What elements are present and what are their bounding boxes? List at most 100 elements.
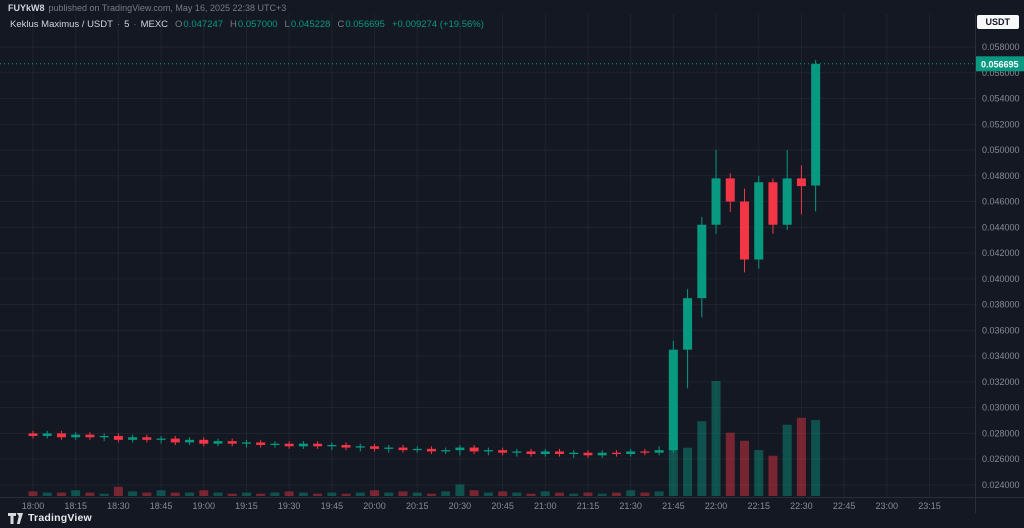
volume-bar	[626, 490, 636, 496]
volume-bar	[768, 455, 778, 496]
time-axis-label[interactable]: 21:15	[577, 501, 600, 511]
candle-body	[313, 443, 323, 447]
volume-bar	[540, 491, 550, 496]
time-axis-label[interactable]: 22:45	[833, 501, 856, 511]
volume-bar	[298, 492, 308, 496]
price-axis-label[interactable]: 0.044000	[982, 222, 1020, 232]
candle-body	[142, 437, 152, 440]
time-axis-label[interactable]: 22:15	[747, 501, 770, 511]
candle-body	[256, 442, 266, 445]
candle-body	[611, 452, 621, 455]
candle-body	[270, 443, 280, 445]
price-axis-label[interactable]: 0.054000	[982, 94, 1020, 104]
price-axis-label[interactable]: 0.026000	[982, 454, 1020, 464]
price-axis[interactable]	[975, 14, 1024, 497]
volume-bar	[441, 491, 451, 496]
time-axis-label[interactable]: 21:45	[662, 501, 685, 511]
time-axis[interactable]	[0, 497, 975, 513]
time-axis-label[interactable]: 18:15	[64, 501, 87, 511]
currency-button[interactable]: USDT	[976, 15, 1019, 29]
price-axis-label[interactable]: 0.038000	[982, 300, 1020, 310]
price-axis-label[interactable]: 0.042000	[982, 248, 1020, 258]
price-axis-label[interactable]: 0.030000	[982, 403, 1020, 413]
volume-bar	[270, 492, 280, 496]
volume-bar	[85, 492, 95, 496]
candle-body	[583, 452, 593, 456]
symbol-legend[interactable]: Keklus Maximus / USDT · 5 · MEXC O 0.047…	[10, 19, 484, 30]
volume-bar	[754, 450, 764, 496]
volume-bar	[555, 492, 565, 496]
price-change-value: +0.009274 (+19.56%)	[391, 19, 484, 30]
time-axis-label[interactable]: 23:00	[876, 501, 899, 511]
candle-body	[540, 451, 550, 455]
candle-body	[355, 446, 365, 448]
price-axis-label[interactable]: 0.024000	[982, 480, 1020, 490]
price-axis-label[interactable]: 0.058000	[982, 42, 1020, 52]
candle-body	[725, 178, 735, 202]
candle-body	[398, 447, 408, 451]
volume-bar	[99, 493, 109, 496]
price-axis-label[interactable]: 0.032000	[982, 377, 1020, 387]
time-axis-label[interactable]: 19:00	[192, 501, 215, 511]
volume-bar	[28, 491, 38, 496]
price-axis-label[interactable]: 0.050000	[982, 145, 1020, 155]
volume-bar	[668, 438, 678, 496]
symbol-name[interactable]: Keklus Maximus / USDT	[10, 19, 113, 30]
time-axis-label[interactable]: 21:00	[534, 501, 557, 511]
ohlc-open-label: O	[175, 19, 183, 30]
price-axis-label[interactable]: 0.040000	[982, 274, 1020, 284]
time-axis-label[interactable]: 22:30	[790, 501, 813, 511]
candle-body	[284, 443, 294, 447]
volume-bar	[583, 492, 593, 496]
time-axis-label[interactable]: 20:15	[406, 501, 429, 511]
volume-bar	[711, 381, 721, 496]
candle-body	[412, 448, 422, 451]
candle-body	[668, 349, 678, 451]
tradingview-logo-icon[interactable]	[8, 512, 23, 524]
time-axis-label[interactable]: 18:30	[107, 501, 130, 511]
volume-bar	[355, 492, 365, 496]
candle-body	[512, 451, 522, 453]
candle-body	[526, 451, 536, 455]
time-axis-label[interactable]: 20:30	[449, 501, 472, 511]
candle-body	[227, 441, 237, 444]
time-axis-label[interactable]: 19:45	[321, 501, 344, 511]
candle-body	[113, 435, 123, 440]
symbol-exchange: MEXC	[140, 19, 169, 30]
symbol-interval[interactable]: 5	[124, 19, 130, 30]
volume-bar	[227, 493, 237, 496]
time-axis-label[interactable]: 20:45	[491, 501, 514, 511]
candle-body	[498, 450, 508, 453]
time-axis-label[interactable]: 21:30	[619, 501, 642, 511]
price-axis-label[interactable]: 0.052000	[982, 119, 1020, 129]
current-price-badge	[976, 56, 1024, 72]
candle-body	[370, 446, 380, 449]
time-axis-label[interactable]: 23:15	[918, 501, 941, 511]
volume-bar	[213, 492, 223, 496]
price-axis-label[interactable]: 0.036000	[982, 325, 1020, 335]
tradingview-brand[interactable]: TradingView	[28, 512, 92, 524]
volume-bar	[128, 491, 138, 496]
price-axis-label[interactable]: 0.048000	[982, 171, 1020, 181]
price-axis-label[interactable]: 0.046000	[982, 197, 1020, 207]
candle-body	[128, 437, 138, 440]
volume-bar	[640, 492, 650, 496]
volume-bar	[398, 491, 408, 496]
volume-bar	[384, 492, 394, 496]
volume-bar	[597, 493, 607, 496]
time-axis-label[interactable]: 22:00	[705, 501, 728, 511]
ohlc-high-label: H	[230, 19, 237, 30]
time-axis-label[interactable]: 19:30	[278, 501, 301, 511]
price-axis-label[interactable]: 0.028000	[982, 428, 1020, 438]
time-axis-label[interactable]: 20:00	[363, 501, 386, 511]
price-axis-label[interactable]: 0.034000	[982, 351, 1020, 361]
volume-bar	[782, 424, 792, 496]
time-axis-label[interactable]: 18:45	[150, 501, 173, 511]
price-axis-label[interactable]: 0.056000	[982, 68, 1020, 78]
volume-bar	[156, 490, 166, 496]
time-axis-label[interactable]: 18:00	[22, 501, 45, 511]
candle-body	[56, 433, 66, 438]
time-axis-label[interactable]: 19:15	[235, 501, 258, 511]
